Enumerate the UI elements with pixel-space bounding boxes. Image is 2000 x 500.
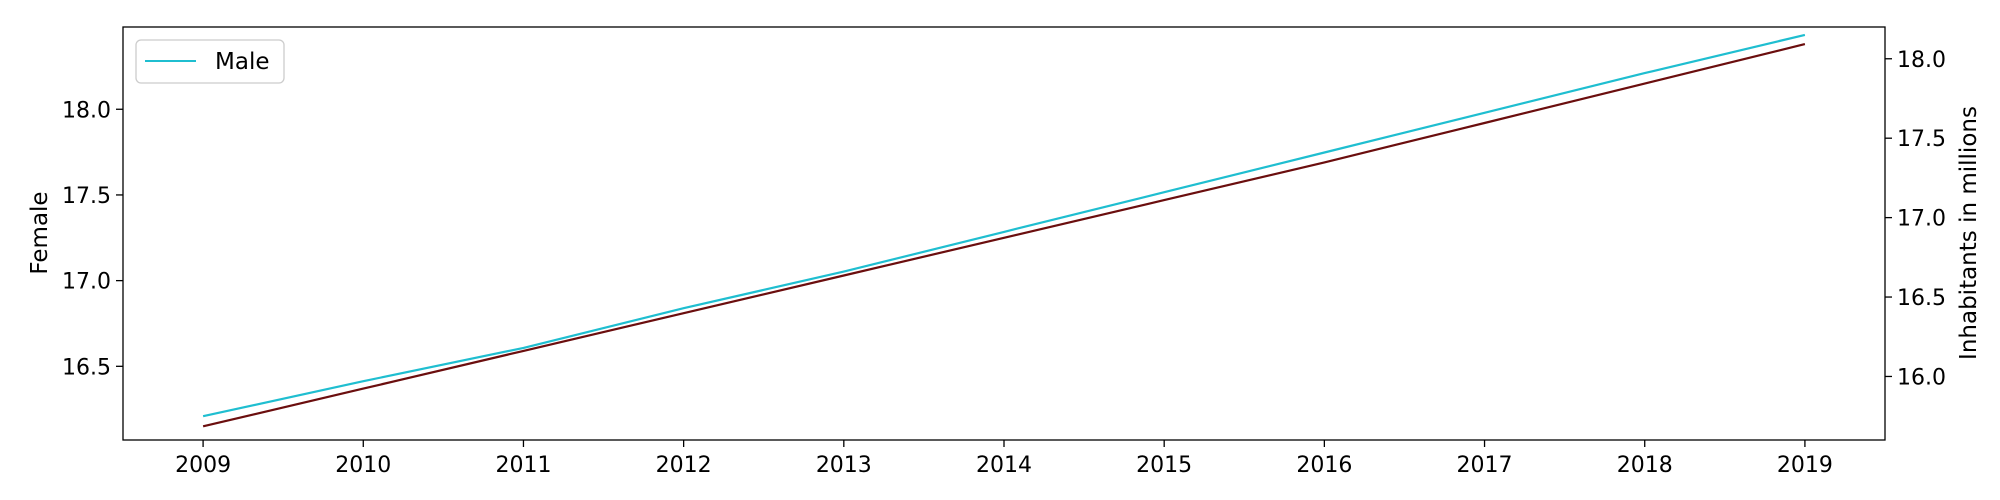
right-y-tick-label: 17.0 bbox=[1897, 207, 1946, 232]
left-y-axis: 16.5 17.0 17.5 18.0 bbox=[62, 98, 123, 380]
x-tick-label: 2018 bbox=[1617, 453, 1673, 478]
x-tick-label: 2012 bbox=[656, 453, 712, 478]
x-tick-label: 2015 bbox=[1136, 453, 1192, 478]
legend: Male bbox=[135, 39, 285, 84]
series-layer bbox=[202, 33, 1806, 428]
right-y-axis: 16.0 16.5 17.0 17.5 18.0 bbox=[1885, 48, 1946, 390]
right-y-tick-label: 16.0 bbox=[1897, 365, 1946, 390]
x-tick-label: 2011 bbox=[495, 453, 551, 478]
x-tick-label: 2016 bbox=[1296, 453, 1352, 478]
legend-box bbox=[135, 39, 285, 84]
right-y-tick-label: 17.5 bbox=[1897, 127, 1946, 152]
x-tick-label: 2009 bbox=[175, 453, 231, 478]
left-axis-title: Female bbox=[27, 191, 53, 274]
x-tick-label: 2014 bbox=[976, 453, 1032, 478]
x-tick-label: 2013 bbox=[816, 453, 872, 478]
left-y-tick-label: 18.0 bbox=[62, 98, 111, 123]
x-tick-label: 2019 bbox=[1777, 453, 1833, 478]
right-axis-title: Inhabitants in millions bbox=[1956, 106, 1982, 360]
x-tick-label: 2017 bbox=[1457, 453, 1513, 478]
series-line-male bbox=[202, 33, 1806, 418]
x-tick-label: 2010 bbox=[335, 453, 391, 478]
left-y-tick-label: 17.0 bbox=[62, 270, 111, 295]
right-y-tick-label: 18.0 bbox=[1897, 48, 1946, 73]
left-y-tick-label: 16.5 bbox=[62, 355, 111, 380]
series-line-left-axis bbox=[202, 43, 1806, 428]
legend-label-male: Male bbox=[215, 49, 269, 75]
x-axis: 2009 2010 2011 2012 2013 2014 2015 2016 2017 2018… bbox=[175, 440, 1833, 478]
left-y-tick-label: 17.5 bbox=[62, 184, 111, 209]
right-y-tick-label: 16.5 bbox=[1897, 286, 1946, 311]
